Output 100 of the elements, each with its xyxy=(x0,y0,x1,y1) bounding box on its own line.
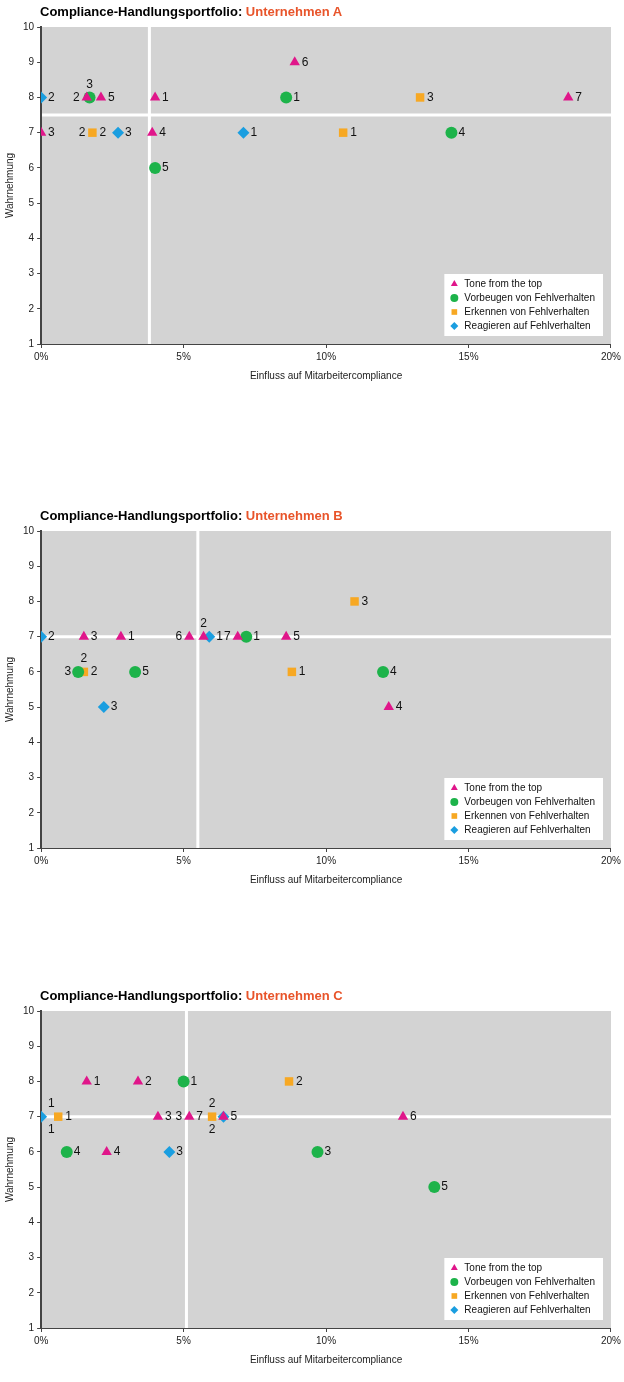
x-tick-label: 15% xyxy=(458,350,479,362)
annotation: 5 xyxy=(230,1108,238,1123)
annotation: 3 xyxy=(176,1144,184,1159)
y-tick-label: 3 xyxy=(28,771,35,783)
x-tick-label: 10% xyxy=(316,1334,337,1346)
legend-label: Erkennen von Fehlverhalten xyxy=(464,1289,590,1301)
annotation: 2 xyxy=(200,615,208,630)
legend-label: Erkennen von Fehlverhalten xyxy=(464,809,590,821)
annotation: 5 xyxy=(293,628,301,643)
annotation: 5 xyxy=(162,160,170,175)
annotation: 1 xyxy=(253,628,261,643)
chart-title: Compliance-Handlungsportfolio: xyxy=(40,4,243,19)
annotation: 3 xyxy=(90,628,98,643)
annotation: 2 xyxy=(48,89,56,104)
chart-subtitle: Unternehmen B xyxy=(244,508,343,523)
y-tick-label: 7 xyxy=(28,630,35,642)
x-axis-title: Einfluss auf Mitarbeitercompliance xyxy=(249,873,403,885)
annotation: 3 xyxy=(361,593,369,608)
x-tick-label: 0% xyxy=(33,350,49,362)
y-tick-label: 3 xyxy=(28,1251,35,1263)
annotation: 3 xyxy=(164,1108,172,1123)
y-tick-label: 5 xyxy=(28,700,35,712)
x-tick-label: 20% xyxy=(600,1334,622,1346)
legend-label: Vorbeugen von Fehlverhalten xyxy=(464,1275,595,1287)
annotation: 3 xyxy=(110,699,118,714)
annotation: 1 xyxy=(48,1121,56,1136)
annotation: 3 xyxy=(64,664,72,679)
annotation: 2 xyxy=(48,628,56,643)
annotation: 1 xyxy=(190,1073,198,1088)
annotation: 6 xyxy=(409,1108,417,1123)
x-tick-label: 15% xyxy=(458,1334,479,1346)
legend-label: Vorbeugen von Fehlverhalten xyxy=(464,291,595,303)
y-tick-label: 4 xyxy=(28,232,35,244)
annotation: 1 xyxy=(65,1108,73,1123)
annotation: 5 xyxy=(107,89,115,104)
annotation: 2 xyxy=(208,1121,216,1136)
x-tick-label: 20% xyxy=(600,854,622,866)
y-tick-label: 9 xyxy=(28,55,35,67)
x-tick-label: 0% xyxy=(33,854,49,866)
x-tick-label: 5% xyxy=(176,350,191,362)
annotation: 7 xyxy=(196,1108,204,1123)
y-tick-label: 8 xyxy=(28,1075,35,1087)
annotation: 1 xyxy=(350,124,358,139)
annotation: 3 xyxy=(86,76,94,91)
annotation: 5 xyxy=(441,1179,449,1194)
y-tick-label: 1 xyxy=(28,1321,35,1333)
x-axis-title: Einfluss auf Mitarbeitercompliance xyxy=(249,369,403,381)
annotation: 4 xyxy=(73,1144,81,1159)
y-tick-label: 6 xyxy=(28,161,35,173)
annotation: 2 xyxy=(208,1095,216,1110)
y-axis-title: Wahrnehmung xyxy=(3,656,15,723)
y-axis-title: Wahrnehmung xyxy=(3,152,15,219)
y-tick-label: 2 xyxy=(28,806,35,818)
x-tick-label: 0% xyxy=(33,1334,49,1346)
y-tick-label: 1 xyxy=(28,841,35,853)
annotation: 6 xyxy=(301,54,309,69)
annotation: 1 xyxy=(293,89,301,104)
annotation: 5 xyxy=(142,664,150,679)
annotation: 6 xyxy=(175,628,183,643)
y-tick-label: 5 xyxy=(28,1180,35,1192)
legend-label: Tone from the top xyxy=(464,1261,543,1273)
chart-title: Compliance-Handlungsportfolio: xyxy=(40,508,243,523)
annotation: 2 xyxy=(296,1073,304,1088)
x-tick-label: 20% xyxy=(600,350,622,362)
chart-subtitle: Unternehmen C xyxy=(244,988,343,1003)
y-tick-label: 3 xyxy=(28,267,35,279)
x-tick-label: 10% xyxy=(316,854,337,866)
chart-subtitle: Unternehmen A xyxy=(244,4,343,19)
annotation: 7 xyxy=(224,628,232,643)
y-tick-label: 4 xyxy=(28,736,35,748)
annotation: 3 xyxy=(427,89,435,104)
annotation: 4 xyxy=(390,664,398,679)
annotation: 2 xyxy=(78,124,86,139)
x-tick-label: 10% xyxy=(316,350,337,362)
legend-label: Reagieren auf Fehlverhalten xyxy=(464,1303,591,1315)
annotation: 2 xyxy=(144,1073,152,1088)
annotation: 1 xyxy=(216,628,224,643)
legend-label: Erkennen von Fehlverhalten xyxy=(464,305,590,317)
y-tick-label: 2 xyxy=(28,302,35,314)
y-tick-label: 10 xyxy=(23,20,35,32)
y-tick-label: 7 xyxy=(28,1110,35,1122)
annotation: 3 xyxy=(175,1108,183,1123)
annotation: 1 xyxy=(250,124,258,139)
annotation: 3 xyxy=(324,1144,332,1159)
y-tick-label: 5 xyxy=(28,196,35,208)
legend-label: Tone from the top xyxy=(464,277,543,289)
y-tick-label: 2 xyxy=(28,1286,35,1298)
y-tick-label: 6 xyxy=(28,665,35,677)
annotation: 2 xyxy=(73,89,81,104)
annotation: 1 xyxy=(162,89,170,104)
annotation: 1 xyxy=(93,1073,101,1088)
y-axis-title: Wahrnehmung xyxy=(3,1136,15,1203)
x-tick-label: 5% xyxy=(176,854,191,866)
annotation: 7 xyxy=(575,89,583,104)
y-tick-label: 8 xyxy=(28,91,35,103)
y-tick-label: 1 xyxy=(28,337,35,349)
annotation: 2 xyxy=(99,124,107,139)
annotation: 4 xyxy=(458,124,466,139)
legend-label: Reagieren auf Fehlverhalten xyxy=(464,319,591,331)
annotation: 1 xyxy=(48,1095,56,1110)
